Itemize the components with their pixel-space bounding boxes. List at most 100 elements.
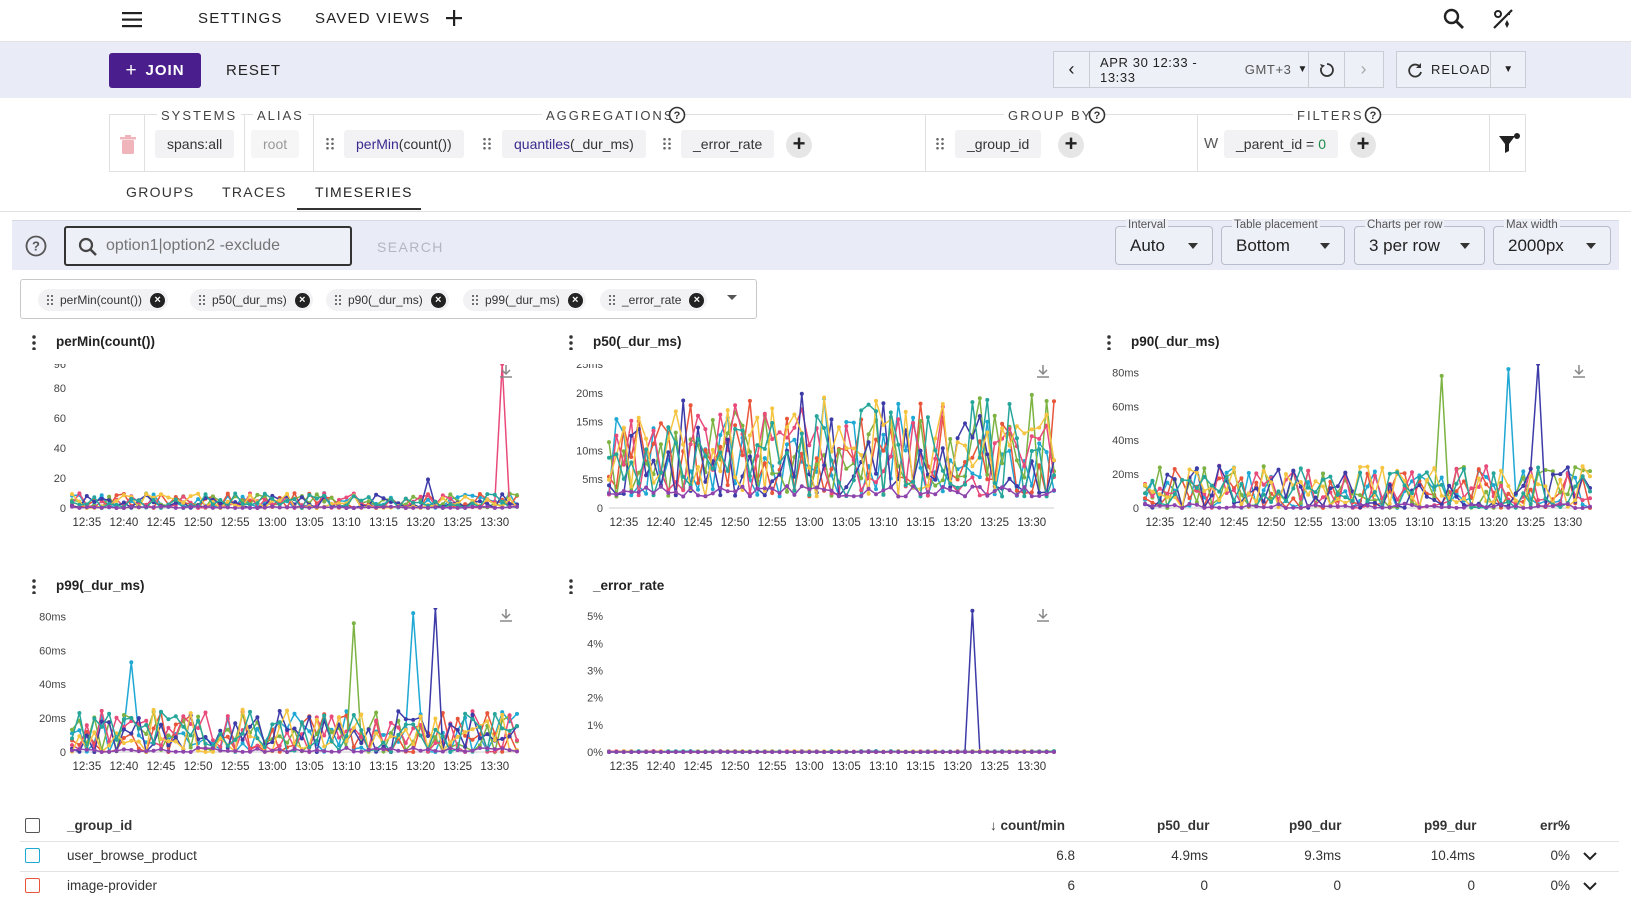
add-aggregation-button[interactable]: + — [786, 132, 812, 158]
col-count-min[interactable]: ↓ count/min — [990, 818, 1065, 833]
download-icon[interactable] — [1573, 365, 1585, 378]
join-button[interactable]: + JOIN — [109, 53, 201, 88]
drag-handle-icon[interactable] — [325, 137, 335, 151]
col-err[interactable]: err% — [1540, 818, 1571, 833]
drag-handle-icon[interactable] — [334, 294, 342, 306]
data-point — [644, 447, 649, 452]
select-all-checkbox[interactable] — [25, 818, 40, 833]
aggregation-chip-permin[interactable]: perMin (count()) — [344, 130, 464, 158]
metric-select[interactable] — [20, 279, 757, 319]
settings-link[interactable]: SETTINGS — [198, 10, 283, 27]
filter-chip[interactable]: _parent_id = 0 — [1224, 130, 1339, 158]
row-checkbox[interactable] — [25, 848, 40, 863]
metric-chip[interactable]: perMin(count()) × — [38, 289, 169, 311]
drag-handle-icon[interactable] — [935, 137, 945, 151]
time-range-button[interactable]: APR 30 12:33 - 13:33 GMT+3 ▼ — [1090, 52, 1308, 87]
saved-views-link[interactable]: SAVED VIEWS — [315, 10, 431, 27]
data-point — [1044, 750, 1049, 754]
help-icon[interactable]: ? — [668, 106, 686, 124]
download-icon[interactable] — [1037, 365, 1049, 378]
reset-button[interactable]: RESET — [226, 62, 282, 79]
charts-per-row-select[interactable]: Charts per row 3 per row — [1354, 219, 1485, 265]
data-point — [896, 494, 901, 499]
download-icon[interactable] — [1037, 609, 1049, 622]
data-point — [173, 497, 178, 502]
data-point — [433, 727, 438, 732]
data-point — [1491, 500, 1496, 505]
tab-traces[interactable]: TRACES — [222, 184, 287, 200]
drag-handle-icon[interactable] — [471, 294, 479, 306]
add-view-icon[interactable] — [445, 9, 463, 27]
aggregation-chip-quantiles[interactable]: quantiles (_dur_ms) — [502, 130, 646, 158]
interval-select[interactable]: Interval Auto — [1115, 219, 1213, 265]
col-p90[interactable]: p90_dur — [1289, 818, 1342, 833]
search-button[interactable]: SEARCH — [377, 239, 444, 255]
row-checkbox[interactable] — [25, 878, 40, 893]
col-p99[interactable]: p99_dur — [1424, 818, 1477, 833]
drag-handle-icon[interactable] — [662, 137, 672, 151]
drag-handle-icon[interactable] — [608, 294, 616, 306]
reload-button[interactable]: RELOAD — [1397, 52, 1490, 87]
join-label: JOIN — [145, 62, 185, 79]
add-group-button[interactable]: + — [1058, 132, 1084, 158]
data-point — [629, 489, 634, 494]
tab-timeseries[interactable]: TIMESERIES — [315, 184, 413, 200]
group-by-chip[interactable]: _group_id — [955, 130, 1042, 158]
metric-chip[interactable]: _error_rate × — [600, 289, 708, 311]
data-point — [314, 496, 319, 501]
remove-chip-icon[interactable]: × — [150, 292, 166, 308]
theme-toggle-icon[interactable] — [1491, 7, 1515, 31]
expand-row-icon[interactable] — [1583, 881, 1597, 891]
data-point — [500, 726, 505, 731]
table-placement-select[interactable]: Table placement Bottom — [1221, 219, 1345, 265]
alias-chip[interactable]: root — [251, 130, 300, 158]
chart-menu-icon[interactable] — [1107, 334, 1111, 350]
chart-menu-icon[interactable] — [32, 334, 36, 350]
data-point — [1491, 483, 1496, 488]
reset-range-button[interactable] — [1308, 52, 1345, 87]
expand-row-icon[interactable] — [1583, 851, 1597, 861]
data-point — [925, 750, 930, 754]
menu-icon[interactable] — [122, 10, 144, 30]
data-point — [1558, 502, 1563, 507]
remove-chip-icon[interactable]: × — [689, 292, 705, 308]
search-input[interactable] — [106, 235, 342, 257]
add-filter-button[interactable]: + — [1350, 132, 1376, 158]
data-point — [1506, 367, 1511, 372]
help-icon[interactable]: ? — [25, 235, 47, 257]
download-icon[interactable] — [500, 609, 512, 622]
filter-funnel-icon[interactable] — [1497, 132, 1523, 156]
download-icon[interactable] — [500, 365, 512, 378]
col-p50[interactable]: p50_dur — [1157, 818, 1210, 833]
data-point — [977, 439, 982, 444]
help-icon[interactable]: ? — [1364, 106, 1382, 124]
metric-chip[interactable]: p90(_dur_ms) × — [326, 289, 449, 311]
next-range-button[interactable]: › — [1345, 52, 1382, 87]
drag-handle-icon[interactable] — [482, 137, 492, 151]
max-width-select[interactable]: Max width 2000px — [1493, 219, 1611, 265]
reload-options-button[interactable]: ▼ — [1490, 52, 1525, 87]
system-chip[interactable]: spans:all — [155, 130, 235, 158]
caret-down-icon[interactable] — [727, 295, 737, 300]
prev-range-button[interactable]: ‹ — [1054, 52, 1090, 87]
search-icon[interactable] — [1443, 8, 1465, 30]
data-point — [485, 746, 490, 751]
remove-chip-icon[interactable]: × — [430, 292, 446, 308]
x-tick-label: 12:35 — [1145, 517, 1174, 529]
chart-menu-icon[interactable] — [32, 578, 36, 594]
chart-menu-icon[interactable] — [569, 578, 573, 594]
remove-chip-icon[interactable]: × — [294, 292, 310, 308]
remove-chip-icon[interactable]: × — [567, 292, 583, 308]
metric-chip[interactable]: p50(_dur_ms) × — [190, 289, 313, 311]
aggregation-chip-error-rate[interactable]: _error_rate — [681, 130, 775, 158]
trash-icon[interactable] — [119, 135, 137, 155]
metric-chip[interactable]: p99(_dur_ms) × — [463, 289, 586, 311]
col-group-id[interactable]: _group_id — [67, 818, 133, 833]
data-point — [426, 493, 430, 498]
drag-handle-icon[interactable] — [46, 294, 54, 306]
tab-groups[interactable]: GROUPS — [126, 184, 195, 200]
help-icon[interactable]: ? — [1088, 106, 1106, 124]
data-point — [844, 485, 849, 490]
chart-menu-icon[interactable] — [569, 334, 573, 350]
drag-handle-icon[interactable] — [198, 294, 206, 306]
